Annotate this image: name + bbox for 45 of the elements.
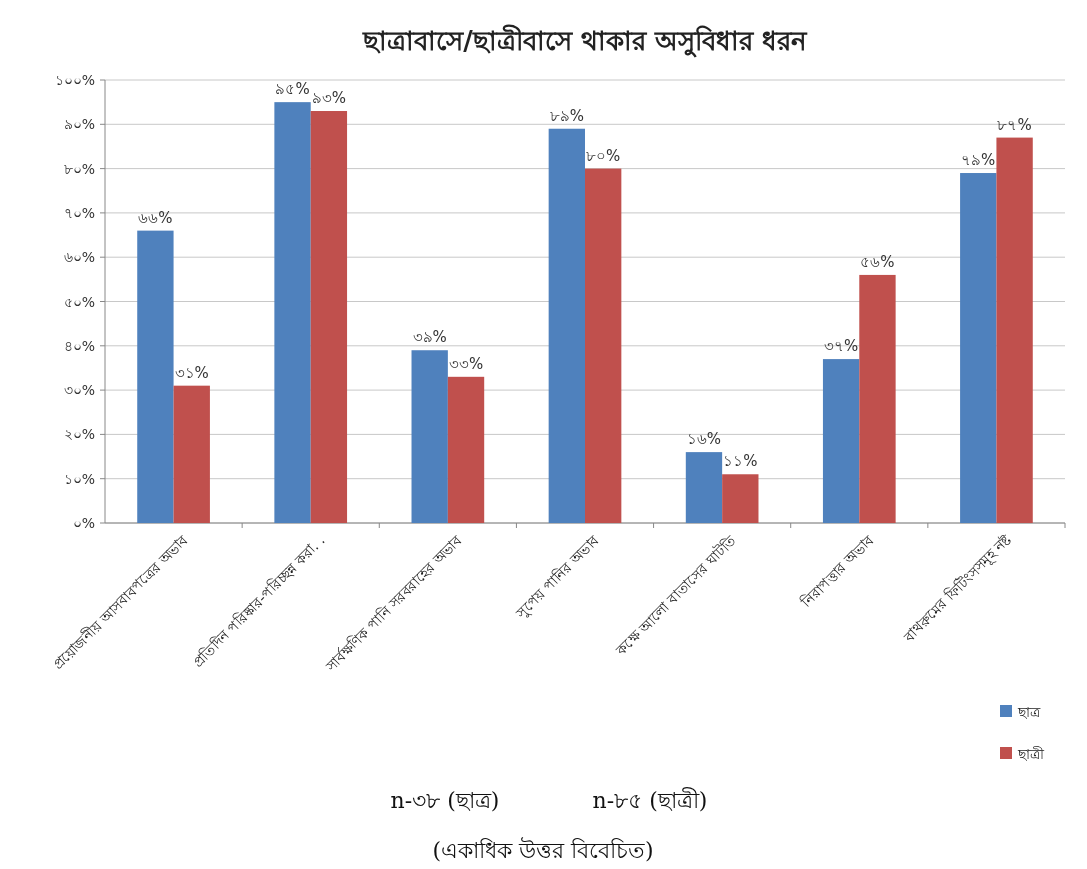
y-tick-label: ১০% bbox=[63, 470, 95, 487]
bar bbox=[722, 474, 759, 523]
legend-label: ছাত্র bbox=[1017, 704, 1041, 720]
data-label: ৮৯% bbox=[549, 106, 584, 125]
data-label: ৭৯% bbox=[961, 151, 996, 170]
bar bbox=[585, 168, 622, 523]
y-tick-label: ৬০% bbox=[63, 249, 95, 266]
y-tick-label: ৫০% bbox=[63, 293, 95, 310]
data-label: ৩৭% bbox=[823, 337, 859, 356]
y-tick-label: ৯০% bbox=[63, 116, 95, 133]
bar bbox=[685, 452, 723, 523]
data-label: ৩৩% bbox=[448, 354, 484, 373]
data-label: ৩৯% bbox=[412, 328, 447, 347]
text: n-৮৫ (ছাত্রী) bbox=[592, 787, 708, 813]
bar bbox=[411, 350, 448, 523]
text: (একাধিক উত্তর বিবেচিত) bbox=[432, 837, 654, 863]
bar bbox=[447, 376, 485, 523]
y-tick-label: ৭০% bbox=[63, 204, 95, 221]
data-label: ১৬% bbox=[686, 430, 722, 449]
bar bbox=[822, 359, 860, 523]
data-label: ৩১% bbox=[174, 363, 209, 382]
y-tick-label: ৮০% bbox=[63, 160, 95, 177]
bar bbox=[859, 274, 896, 523]
bar bbox=[960, 173, 997, 523]
y-tick-label: ২০% bbox=[63, 426, 95, 443]
bar bbox=[996, 137, 1033, 523]
y-tick-label: ৩০% bbox=[63, 382, 95, 399]
bar bbox=[274, 102, 311, 523]
legend-label: ছাত্রী bbox=[1017, 746, 1045, 762]
bar bbox=[548, 128, 585, 523]
y-tick-label: ১০০% bbox=[54, 72, 95, 88]
bar bbox=[310, 111, 348, 523]
data-label: ১১% bbox=[723, 452, 758, 471]
y-tick-label: ৪০% bbox=[63, 337, 95, 354]
bar bbox=[137, 230, 174, 523]
text: n-৩৮ (ছাত্র) bbox=[390, 788, 500, 813]
data-label: ৫৬% bbox=[860, 252, 895, 271]
chart-title: ছাত্রাবাসে/ছাত্রীবাসে থাকার অসুবিধার ধরন bbox=[362, 24, 808, 58]
data-label: ৯৫% bbox=[275, 80, 310, 99]
y-tick-label: ০% bbox=[72, 515, 95, 531]
data-label: ৯৩% bbox=[311, 89, 347, 108]
data-label: ৮৭% bbox=[997, 115, 1032, 134]
data-label: ৬৬% bbox=[138, 208, 173, 227]
bar bbox=[173, 385, 210, 523]
data-label: ৮০% bbox=[586, 146, 621, 165]
